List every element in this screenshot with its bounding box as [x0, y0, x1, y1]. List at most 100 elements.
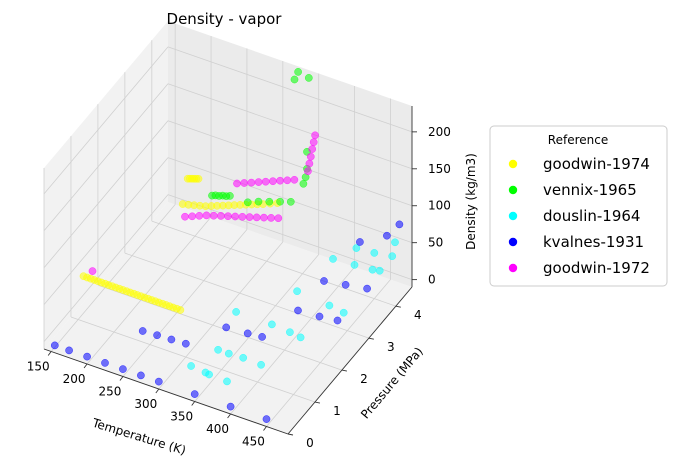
data-point-kvalnes-1931	[294, 306, 302, 315]
data-point-goodwin-1972	[254, 178, 263, 186]
data-point-vennix-1965	[226, 192, 234, 200]
z-gridline	[43, 46, 169, 195]
data-point-goodwin-1972	[304, 167, 312, 176]
data-point-goodwin-1972	[252, 213, 261, 222]
data-point-goodwin-1972	[231, 212, 240, 221]
data-points	[50, 68, 404, 423]
data-point-vennix-1965	[304, 74, 313, 82]
data-point-douslin-1964	[296, 333, 305, 342]
data-point-kvalnes-1931	[363, 284, 371, 293]
x-gridline	[86, 216, 212, 365]
data-point-vennix-1965	[276, 197, 284, 206]
x-axis-line	[43, 348, 289, 435]
z-gridline	[43, 157, 169, 305]
x-gridline	[122, 229, 248, 377]
data-point-goodwin-1972	[308, 145, 317, 153]
x-tick-mark	[119, 376, 124, 381]
data-point-douslin-1964	[232, 308, 240, 316]
x-gridline	[230, 266, 355, 415]
data-point-douslin-1964	[223, 377, 231, 386]
y-tick-mark	[395, 305, 401, 308]
data-point-goodwin-1974	[176, 306, 185, 314]
z-gridline	[167, 120, 413, 207]
y-tick-label: 0	[306, 436, 314, 450]
data-point-kvalnes-1931	[190, 390, 199, 398]
y-gridline	[70, 316, 316, 403]
z-tick-label: 150	[428, 162, 451, 176]
x-tick-label: 250	[98, 385, 121, 399]
x-gridline	[50, 204, 176, 352]
data-point-douslin-1964	[368, 265, 377, 274]
data-point-goodwin-1972	[224, 212, 232, 221]
back-pane	[168, 21, 412, 287]
y-tick-mark	[341, 369, 348, 372]
data-point-goodwin-1972	[269, 177, 277, 186]
data-point-vennix-1965	[299, 179, 308, 188]
data-point-vennix-1965	[243, 198, 252, 207]
axis-panes	[44, 21, 412, 434]
data-point-kvalnes-1931	[153, 331, 161, 340]
data-point-kvalnes-1931	[167, 335, 176, 344]
x-tick-label: 200	[63, 372, 86, 386]
data-point-douslin-1964	[205, 370, 213, 379]
data-point-kvalnes-1931	[341, 280, 350, 289]
data-point-goodwin-1972	[238, 212, 247, 221]
data-point-goodwin-1972	[188, 212, 197, 221]
y-tick-mark	[368, 337, 374, 340]
z-gridline	[43, 83, 169, 232]
data-point-goodwin-1972	[247, 178, 256, 187]
legend-marker-goodwin-1974	[508, 159, 518, 169]
data-point-kvalnes-1931	[50, 341, 59, 350]
data-point-douslin-1964	[339, 308, 348, 317]
legend-label-goodwin-1972: goodwin-1972	[543, 259, 650, 277]
legend-marker-kvalnes-1931	[508, 237, 518, 247]
data-point-kvalnes-1931	[356, 238, 364, 246]
data-point-goodwin-1972	[195, 211, 204, 220]
data-point-kvalnes-1931	[83, 352, 91, 361]
z-tick-label: 200	[428, 125, 451, 139]
data-point-douslin-1964	[187, 362, 195, 370]
x-gridline	[266, 279, 391, 427]
legend-marker-douslin-1964	[508, 211, 518, 221]
legend-marker-vennix-1965	[508, 185, 518, 195]
y-gridline	[151, 220, 396, 307]
data-point-douslin-1964	[352, 244, 361, 252]
data-point-kvalnes-1931	[119, 365, 127, 373]
data-point-goodwin-1972	[240, 179, 249, 187]
legend: Reference goodwin-1974 vennix-1965 douslin-…	[489, 125, 668, 287]
data-point-goodwin-1972	[290, 175, 299, 184]
x-tick-label: 450	[242, 435, 265, 449]
x-tick-mark	[263, 426, 267, 431]
y-axis-line	[287, 286, 413, 435]
data-point-kvalnes-1931	[154, 377, 163, 386]
data-point-kvalnes-1931	[226, 402, 235, 411]
data-point-goodwin-1972	[311, 131, 319, 140]
data-point-douslin-1964	[257, 360, 265, 369]
data-point-goodwin-1972	[306, 152, 315, 161]
data-point-douslin-1964	[375, 266, 384, 275]
data-point-goodwin-1972	[202, 211, 211, 220]
data-point-kvalnes-1931	[137, 371, 145, 380]
data-point-douslin-1964	[325, 301, 334, 310]
data-point-vennix-1965	[286, 197, 295, 206]
legend-label-vennix-1965: vennix-1965	[543, 181, 637, 199]
y-gridline	[124, 252, 370, 339]
data-point-kvalnes-1931	[101, 359, 109, 367]
x-gridline	[158, 241, 284, 390]
data-point-goodwin-1972	[245, 213, 254, 221]
data-point-douslin-1964	[370, 249, 379, 257]
y-tick-label: 3	[387, 340, 395, 354]
z-tick-label: 50	[428, 236, 443, 250]
data-point-douslin-1964	[388, 252, 397, 261]
data-point-douslin-1964	[214, 345, 222, 354]
x-tick-mark	[227, 413, 231, 419]
legend-label-kvalnes-1931: kvalnes-1931	[543, 233, 644, 251]
data-point-kvalnes-1931	[262, 415, 271, 423]
data-point-kvalnes-1931	[258, 333, 266, 341]
axis-lines	[43, 106, 413, 435]
data-point-kvalnes-1931	[333, 316, 342, 325]
z-axis-label: Density (kg/m3)	[464, 153, 478, 250]
y-tick-label: 1	[333, 404, 341, 418]
z-tick-label: 100	[428, 199, 451, 213]
data-point-vennix-1965	[254, 197, 263, 206]
